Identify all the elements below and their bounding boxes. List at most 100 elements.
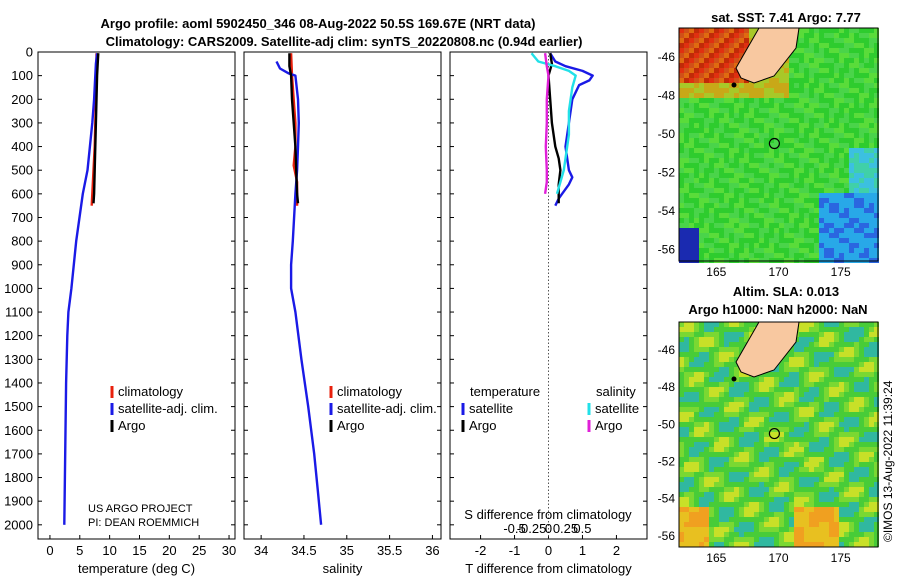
map-cell (829, 58, 834, 63)
map-cell (684, 402, 689, 407)
map-cell (694, 472, 699, 477)
map-cell (699, 163, 704, 168)
y-tick-label: 900 (11, 257, 33, 272)
map-cell (739, 108, 744, 113)
map-cell (799, 482, 804, 487)
map-cell (764, 442, 769, 447)
map-cell (749, 143, 754, 148)
map-cell (814, 322, 819, 327)
map-cell (774, 447, 779, 452)
map-cell (864, 487, 869, 492)
map-cell (719, 437, 724, 442)
map-cell (829, 367, 834, 372)
map-cell (784, 98, 789, 103)
map-cell (789, 407, 794, 412)
map-cell (804, 43, 809, 48)
map-cell (704, 367, 709, 372)
map-cell (849, 208, 854, 213)
map-cell (854, 537, 859, 542)
map-cell (719, 442, 724, 447)
map-cell (739, 93, 744, 98)
map-cell (689, 163, 694, 168)
map-cell (679, 48, 684, 53)
map-cell (849, 332, 854, 337)
map-cell (729, 457, 734, 462)
map-cell (854, 447, 859, 452)
map-cell (719, 372, 724, 377)
map-cell (779, 203, 784, 208)
map-cell (729, 387, 734, 392)
map-cell (764, 487, 769, 492)
map-cell (809, 143, 814, 148)
map-cell (859, 38, 864, 43)
map-cell (759, 238, 764, 243)
map-cell (869, 98, 874, 103)
map-cell (774, 532, 779, 537)
map-cell (719, 248, 724, 253)
map-cell (814, 123, 819, 128)
map-cell (719, 407, 724, 412)
map-cell (769, 193, 774, 198)
map-cell (679, 88, 684, 93)
map-cell (854, 223, 859, 228)
map-cell (859, 342, 864, 347)
map-cell (779, 68, 784, 73)
map-cell (759, 377, 764, 382)
map-cell (744, 542, 749, 547)
map-cell (854, 442, 859, 447)
map-cell (829, 38, 834, 43)
map-cell (859, 367, 864, 372)
map-cell (744, 178, 749, 183)
map-cell (749, 462, 754, 467)
map-cell (749, 452, 754, 457)
map-cell (724, 457, 729, 462)
y-tick-label: 600 (11, 186, 33, 201)
map-cell (819, 342, 824, 347)
map-cell (679, 238, 684, 243)
map-cell (869, 497, 874, 502)
map-cell (829, 198, 834, 203)
map-cell (699, 63, 704, 68)
map-cell (824, 123, 829, 128)
map-cell (799, 33, 804, 38)
map-cell (819, 63, 824, 68)
map-cell (844, 362, 849, 367)
map-cell (824, 477, 829, 482)
map-cell (829, 362, 834, 367)
map-cell (679, 108, 684, 113)
map-cell (799, 357, 804, 362)
map-cell (799, 38, 804, 43)
map-cell (849, 422, 854, 427)
map-cell (809, 442, 814, 447)
map-cell (809, 457, 814, 462)
map-cell (794, 407, 799, 412)
map-cell (874, 372, 879, 377)
map-cell (699, 362, 704, 367)
map-cell (739, 213, 744, 218)
map-cell (849, 238, 854, 243)
map-cell (719, 83, 724, 88)
salinity-legend: climatology satellite-adj. clim. Argo (329, 384, 437, 433)
map-cell (799, 527, 804, 532)
map-cell (764, 203, 769, 208)
map-cell (809, 357, 814, 362)
map-cell (849, 148, 854, 153)
map-cell (734, 342, 739, 347)
map-cell (844, 53, 849, 58)
map-cell (739, 477, 744, 482)
map-cell (684, 452, 689, 457)
map-cell (734, 377, 739, 382)
map-cell (774, 173, 779, 178)
map-cell (769, 522, 774, 527)
map-cell (684, 178, 689, 183)
map-cell (874, 198, 879, 203)
map-cell (699, 372, 704, 377)
map-cell (729, 183, 734, 188)
map-cell (724, 442, 729, 447)
map-cell (794, 213, 799, 218)
map-cell (744, 462, 749, 467)
map-cell (844, 138, 849, 143)
map-cell (769, 153, 774, 158)
map-cell (714, 532, 719, 537)
map-cell (829, 477, 834, 482)
